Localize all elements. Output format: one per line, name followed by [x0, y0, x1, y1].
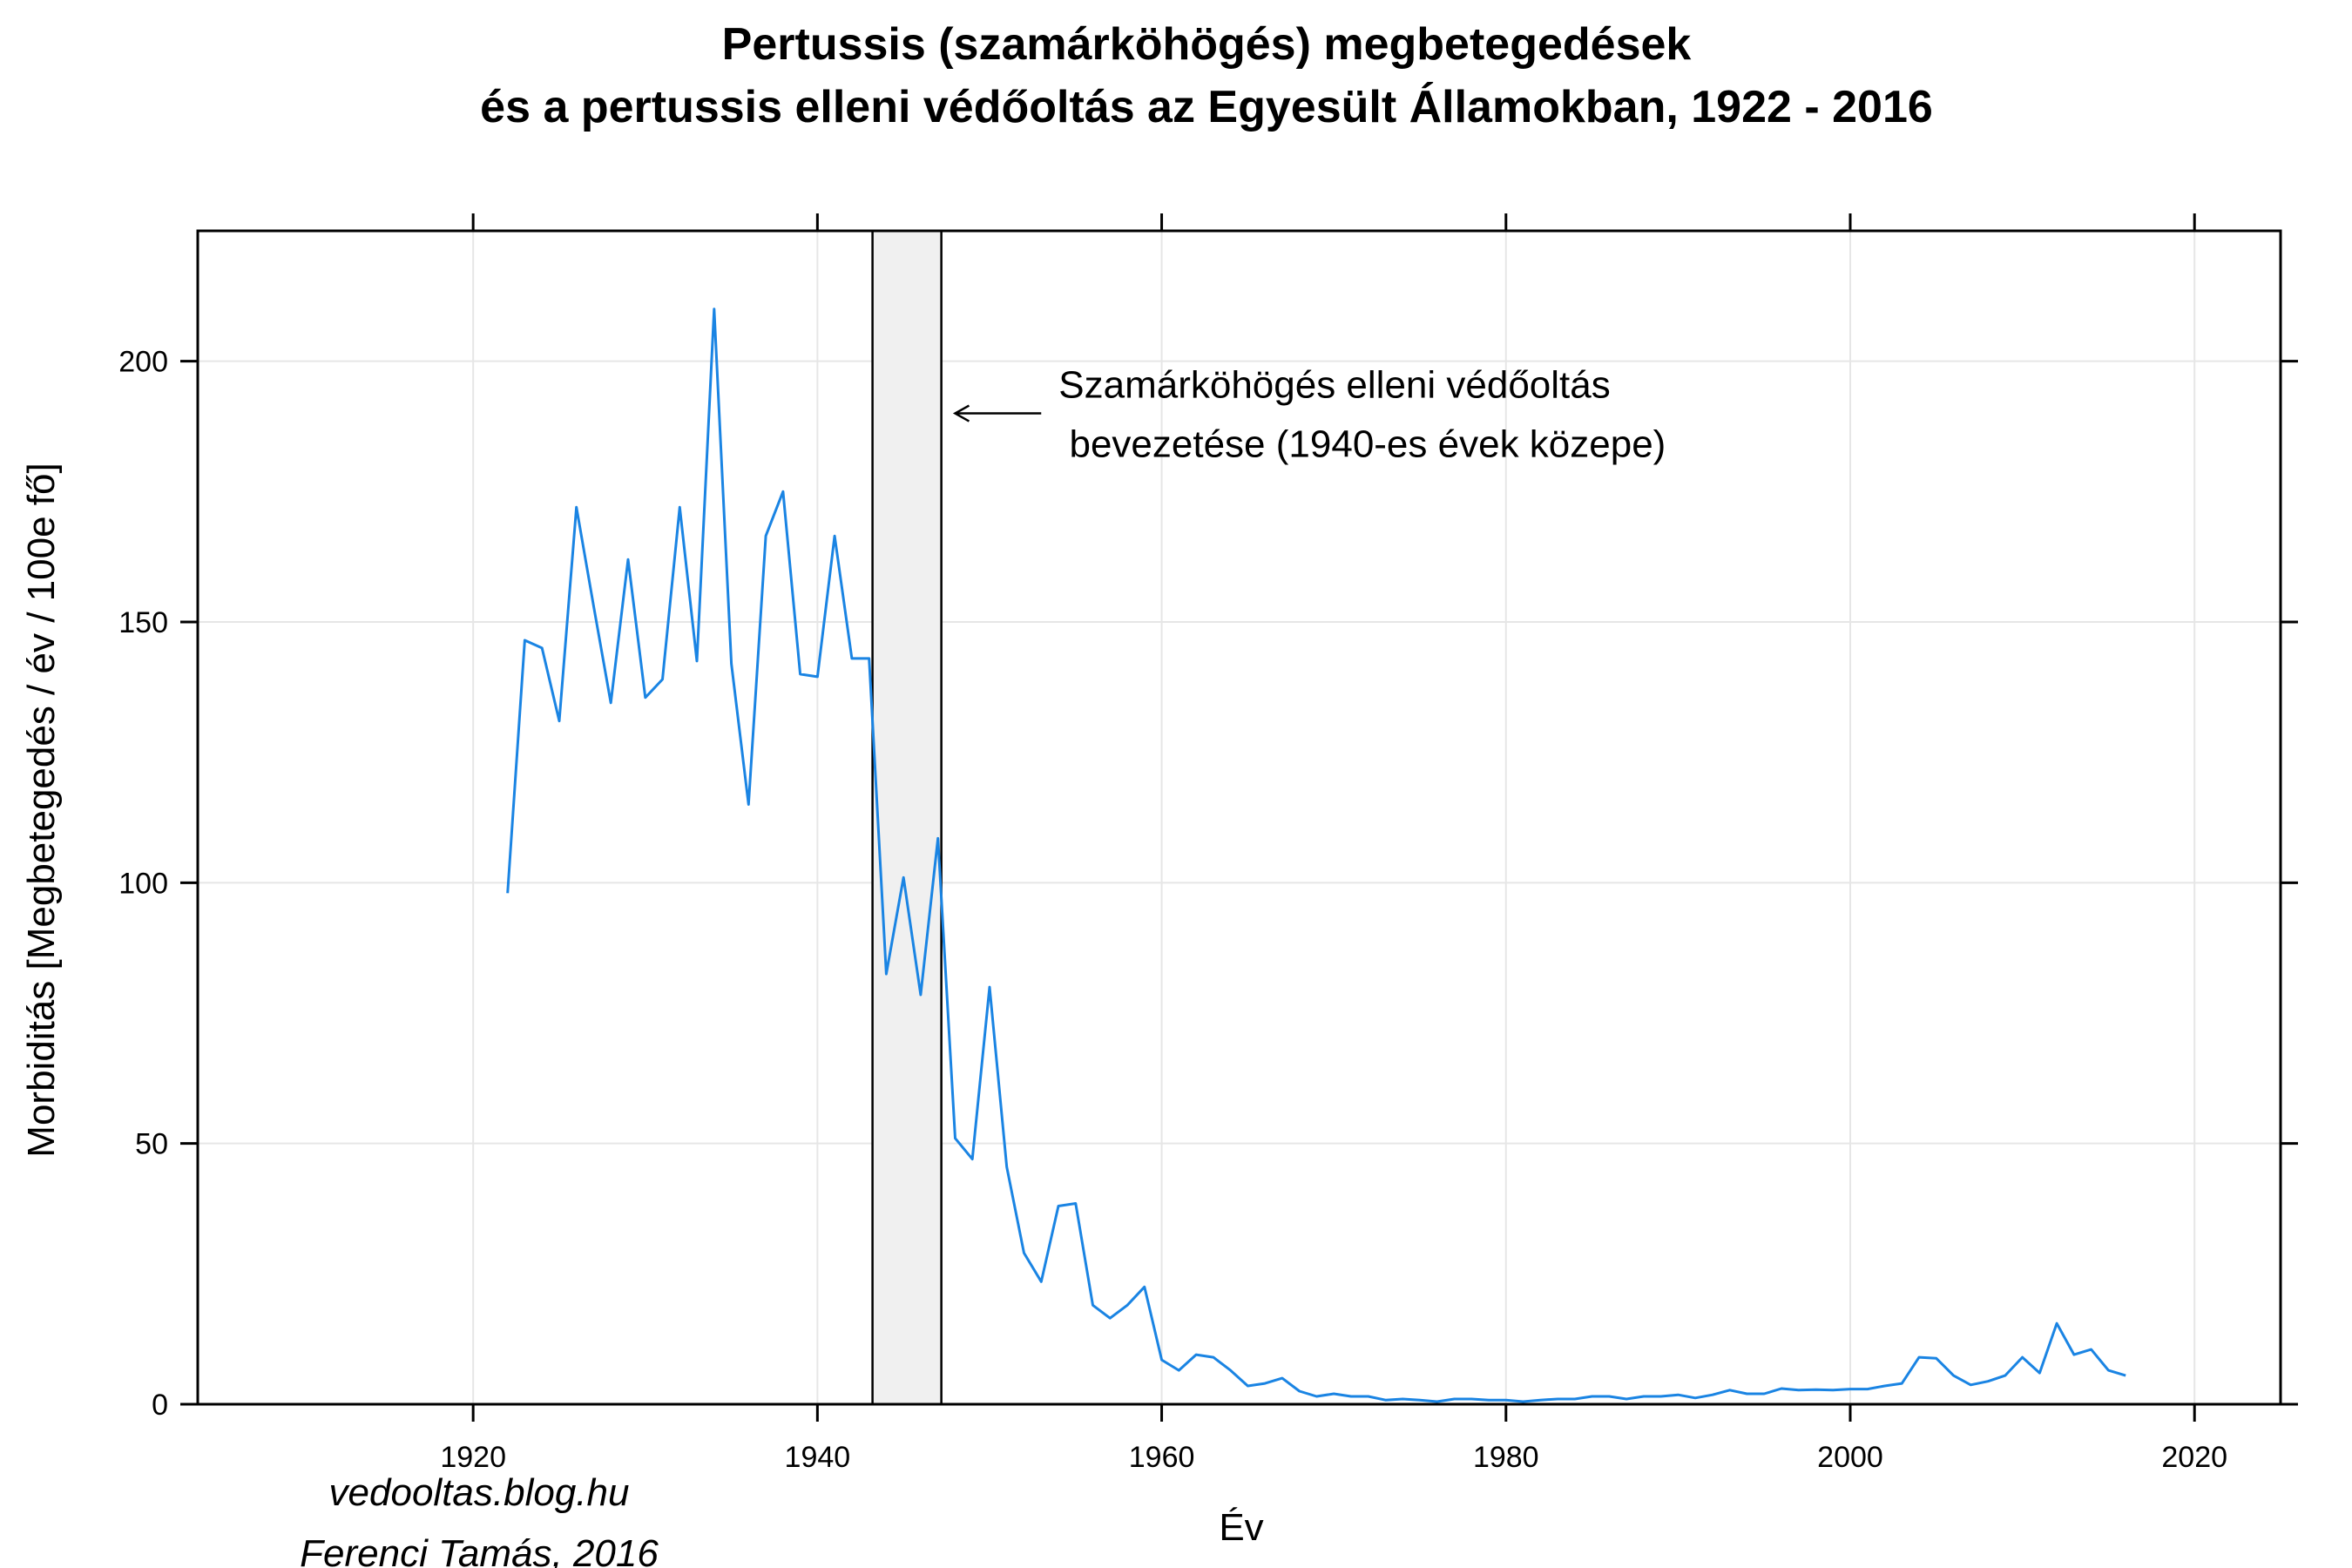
x-tick-label: 2020	[2161, 1441, 2227, 1474]
chart-title-line-1: Pertussis (szamárköhögés) megbetegedések	[722, 19, 1692, 70]
x-tick-label: 1940	[785, 1441, 851, 1474]
axis-ticks	[180, 213, 2298, 1422]
plot-frame	[196, 229, 2282, 1406]
axis-tick-labels: 1920 1940 1960 1980 2000 2020 0 50 100 150 200	[118, 346, 2227, 1474]
y-tick-label: 0	[152, 1389, 168, 1422]
data-line-group	[506, 308, 2126, 1403]
annotation-text-line-2: bevezetése (1940-es évek közepe)	[1058, 423, 1666, 466]
series-line	[506, 308, 2126, 1403]
y-tick-label: 50	[135, 1128, 168, 1161]
annotation: Szamárköhögés elleni védőoltás bevezetés…	[952, 364, 1666, 466]
y-tick-label: 200	[118, 346, 168, 379]
grid-lines	[198, 231, 2281, 1405]
annotation-arrow-head	[952, 404, 970, 422]
x-tick-label: 1980	[1473, 1441, 1539, 1474]
vaccination-period-band	[871, 229, 943, 1406]
x-tick-label: 1960	[1129, 1441, 1195, 1474]
x-tick-label: 2000	[1817, 1441, 1883, 1474]
x-axis-label: Év	[1219, 1506, 1263, 1549]
y-tick-label: 100	[118, 867, 168, 900]
chart-title-line-2: és a pertussis elleni védőoltás az Egyes…	[480, 82, 1933, 132]
credit-blog: vedooltas.blog.hu	[329, 1471, 630, 1514]
x-tick-label: 1920	[440, 1441, 506, 1474]
annotation-text-line-1: Szamárköhögés elleni védőoltás	[1058, 364, 1611, 407]
credit-author: Ferenci Tamás, 2016	[300, 1532, 659, 1568]
y-tick-label: 150	[118, 606, 168, 639]
y-axis-label: Morbiditás [Megbetegedés / év / 100e fő]	[20, 463, 63, 1157]
